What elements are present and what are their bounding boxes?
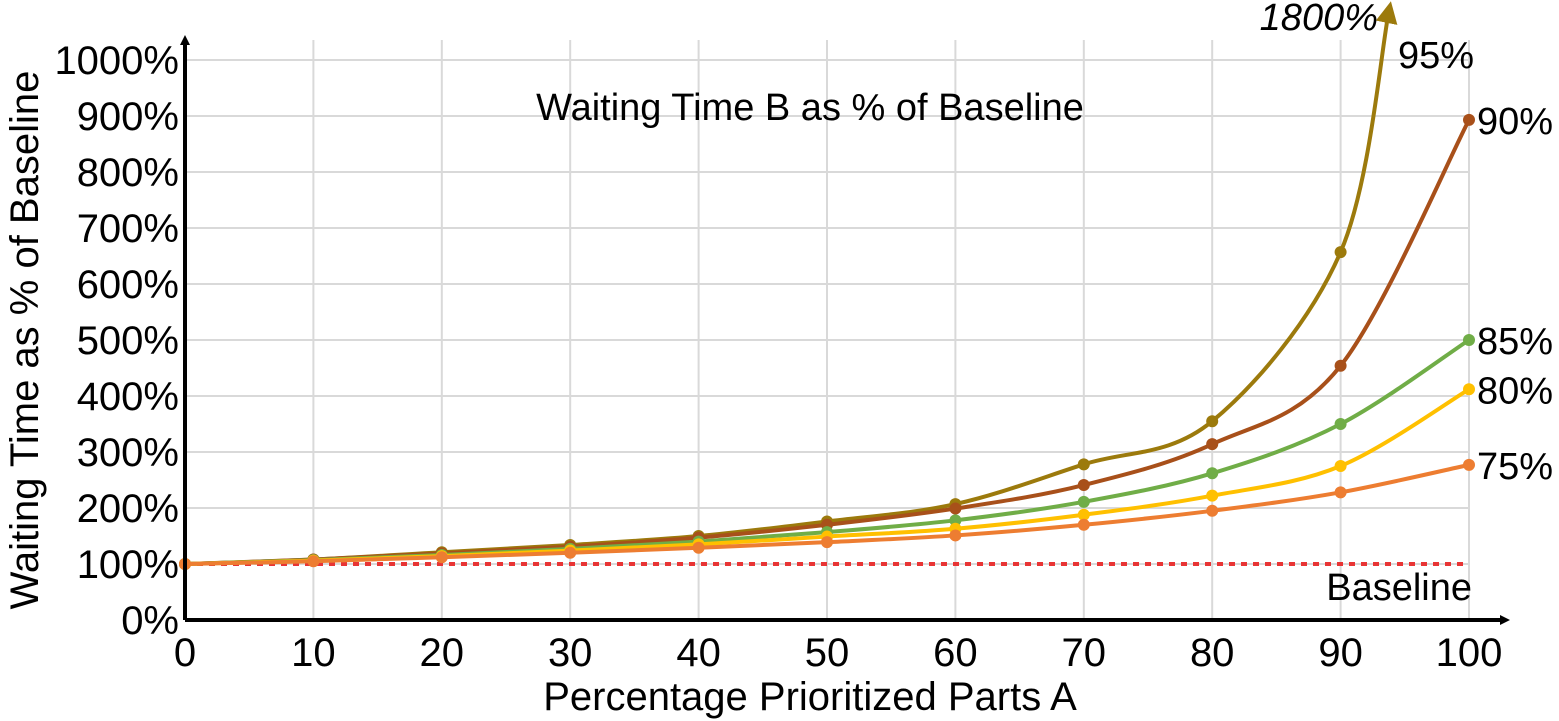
x-tick-label: 30 [548, 631, 593, 675]
x-tick-label: 70 [1062, 631, 1107, 675]
y-tick-label: 100% [77, 543, 179, 587]
data-point [1077, 508, 1090, 521]
data-point [1206, 467, 1219, 480]
overflow-label: 1800% [1260, 0, 1378, 39]
data-point [949, 529, 962, 542]
x-tick-label: 100 [1436, 631, 1503, 675]
data-point [1206, 504, 1219, 517]
data-point [949, 514, 962, 527]
y-tick-label: 0% [121, 599, 179, 643]
data-point [1334, 418, 1347, 430]
data-point [692, 541, 705, 554]
data-point [1077, 495, 1090, 508]
axes [180, 35, 1510, 625]
series-75pct: 75% [179, 446, 1553, 570]
x-tick-label: 20 [420, 631, 465, 675]
x-tick-label: 0 [174, 631, 196, 675]
data-point [1334, 359, 1347, 372]
data-point [1206, 489, 1219, 502]
data-point [1334, 246, 1347, 259]
data-point [1463, 113, 1475, 126]
y-tick-label: 800% [77, 151, 179, 195]
data-point [1334, 460, 1347, 472]
grid-lines [185, 40, 1470, 620]
x-tick-label: 90 [1318, 631, 1363, 675]
x-tick-label: 50 [805, 631, 850, 675]
series-label: 85% [1477, 321, 1553, 363]
data-point [1334, 486, 1347, 499]
tick-labels: 0 10 20 30 40 50 60 70 80 90 1000%100%200%300%400%… [54, 39, 1502, 675]
x-axis-title: Percentage Prioritized Parts A [543, 675, 1077, 719]
data-point [949, 502, 962, 515]
data-point [821, 536, 833, 549]
y-tick-label: 1000% [54, 39, 179, 83]
series-label: 75% [1477, 446, 1553, 488]
plot-title: Waiting Time B as % of Baseline [536, 87, 1084, 129]
data-point [1077, 518, 1090, 531]
y-tick-label: 700% [77, 207, 179, 251]
data-point [1463, 458, 1475, 471]
y-tick-label: 900% [77, 95, 179, 139]
data-point [1463, 383, 1475, 396]
x-tick-label: 10 [291, 631, 336, 675]
y-tick-label: 500% [77, 319, 179, 363]
y-tick-label: 200% [77, 487, 179, 531]
data-point [435, 551, 448, 564]
series-group: 95%90% 85% 80% 75% [179, 1, 1553, 570]
series-label: 90% [1477, 101, 1553, 143]
data-point [1206, 438, 1219, 451]
x-tick-label: 80 [1190, 631, 1235, 675]
data-point [307, 555, 320, 568]
data-point [564, 546, 577, 559]
y-tick-label: 600% [77, 263, 179, 307]
x-tick-label: 60 [933, 631, 978, 675]
x-tick-label: 40 [676, 631, 721, 675]
data-point [1077, 479, 1090, 492]
data-point [1206, 415, 1219, 428]
data-point [1077, 458, 1090, 471]
series-label: 95% [1398, 35, 1474, 77]
baseline-label: Baseline [1326, 567, 1472, 609]
data-point [1463, 334, 1475, 346]
series-label: 80% [1477, 370, 1553, 412]
y-tick-label: 300% [77, 431, 179, 475]
y-axis-title: Waiting Time as % of Baseline [3, 71, 47, 610]
y-tick-label: 400% [77, 375, 179, 419]
